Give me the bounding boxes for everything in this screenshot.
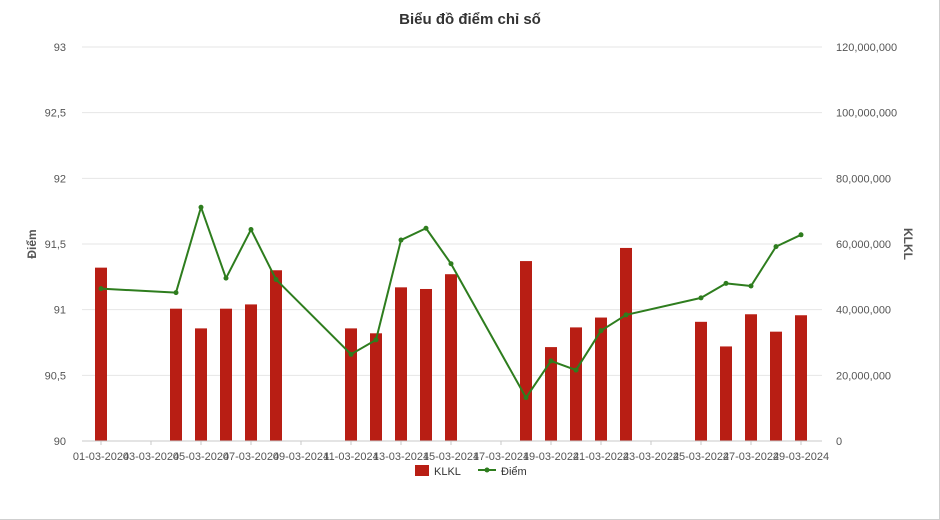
volume-bar[interactable] — [95, 267, 107, 441]
index-point[interactable] — [448, 261, 454, 267]
volume-bar[interactable] — [170, 308, 182, 441]
x-axis-ticks: 01-03-202403-03-202405-03-202407-03-2024… — [73, 441, 829, 463]
right-tick-label: 120,000,000 — [836, 42, 897, 54]
left-tick-label: 90 — [54, 436, 66, 448]
x-tick-label: 19-03-2024 — [523, 451, 579, 463]
x-tick-label: 27-03-2024 — [723, 451, 779, 463]
index-point[interactable] — [523, 395, 529, 401]
index-point[interactable] — [223, 275, 229, 281]
index-point[interactable] — [548, 358, 554, 364]
volume-bar[interactable] — [220, 308, 232, 441]
x-tick-label: 07-03-2024 — [223, 451, 279, 463]
volume-bar[interactable] — [445, 274, 457, 441]
x-tick-label: 17-03-2024 — [473, 451, 529, 463]
legend: KLKL Điểm — [415, 465, 527, 478]
left-axis-title: Điểm — [25, 229, 39, 258]
index-point[interactable] — [573, 367, 579, 373]
volume-bar[interactable] — [395, 287, 407, 441]
left-tick-label: 93 — [54, 42, 66, 54]
x-tick-label: 01-03-2024 — [73, 451, 129, 463]
index-point[interactable] — [373, 337, 379, 343]
index-point[interactable] — [798, 232, 804, 238]
volume-bar[interactable] — [720, 346, 732, 441]
volume-bar[interactable] — [420, 288, 432, 441]
left-tick-label: 92 — [54, 173, 66, 185]
right-tick-label: 0 — [836, 436, 842, 448]
x-tick-label: 13-03-2024 — [373, 451, 429, 463]
legend-swatch-diem-dot — [484, 467, 490, 473]
index-point[interactable] — [773, 244, 779, 250]
volume-bar[interactable] — [795, 315, 807, 441]
legend-swatch-klkl[interactable] — [415, 465, 429, 476]
index-point[interactable] — [598, 328, 604, 334]
left-axis-ticks: 93 92,5 92 91,5 91 90,5 90 — [45, 42, 66, 448]
x-tick-label: 05-03-2024 — [173, 451, 229, 463]
volume-bar[interactable] — [370, 333, 382, 441]
volume-bar[interactable] — [595, 317, 607, 441]
volume-bar[interactable] — [570, 327, 582, 441]
right-axis-title: KLKL — [901, 228, 915, 260]
volume-bar[interactable] — [770, 331, 782, 441]
volume-bars — [95, 247, 807, 441]
volume-bar[interactable] — [695, 321, 707, 441]
left-tick-label: 90,5 — [45, 370, 66, 382]
right-tick-label: 20,000,000 — [836, 370, 891, 382]
volume-bar[interactable] — [195, 328, 207, 441]
right-tick-label: 100,000,000 — [836, 108, 897, 120]
x-tick-label: 23-03-2024 — [623, 451, 679, 463]
volume-bar[interactable] — [270, 270, 282, 441]
legend-label-diem[interactable]: Điểm — [501, 466, 527, 478]
volume-bar[interactable] — [745, 314, 757, 441]
volume-bar[interactable] — [620, 247, 632, 441]
index-point[interactable] — [248, 227, 254, 233]
index-point[interactable] — [423, 225, 429, 231]
index-point[interactable] — [698, 295, 704, 301]
x-tick-label: 09-03-2024 — [273, 451, 329, 463]
index-point[interactable] — [173, 290, 179, 296]
index-point[interactable] — [273, 276, 279, 282]
x-tick-label: 11-03-2024 — [323, 451, 378, 463]
x-tick-label: 03-03-2024 — [123, 451, 179, 463]
x-tick-label: 25-03-2024 — [673, 451, 729, 463]
x-tick-label: 29-03-2024 — [773, 451, 829, 463]
chart-title: Biểu đồ điểm chỉ số — [399, 11, 541, 28]
index-point[interactable] — [723, 280, 729, 286]
index-point[interactable] — [98, 286, 104, 292]
volume-bar[interactable] — [520, 261, 532, 441]
index-point[interactable] — [398, 237, 404, 243]
index-point[interactable] — [348, 351, 354, 357]
left-tick-label: 91 — [54, 305, 66, 317]
volume-bar[interactable] — [245, 304, 257, 441]
left-tick-label: 91,5 — [45, 239, 66, 251]
right-tick-label: 80,000,000 — [836, 173, 891, 185]
x-tick-label: 15-03-2024 — [423, 451, 479, 463]
legend-label-klkl[interactable]: KLKL — [434, 466, 461, 478]
index-point[interactable] — [623, 312, 629, 318]
index-line — [98, 204, 804, 401]
right-axis-ticks: 120,000,000 100,000,000 80,000,000 60,000,0… — [836, 42, 897, 448]
volume-bar[interactable] — [545, 347, 557, 441]
right-tick-label: 40,000,000 — [836, 305, 891, 317]
x-tick-label: 21-03-2024 — [573, 451, 629, 463]
index-point[interactable] — [198, 204, 204, 210]
left-tick-label: 92,5 — [45, 108, 66, 120]
index-point[interactable] — [748, 283, 754, 289]
volume-bar[interactable] — [345, 328, 357, 441]
right-tick-label: 60,000,000 — [836, 239, 891, 251]
